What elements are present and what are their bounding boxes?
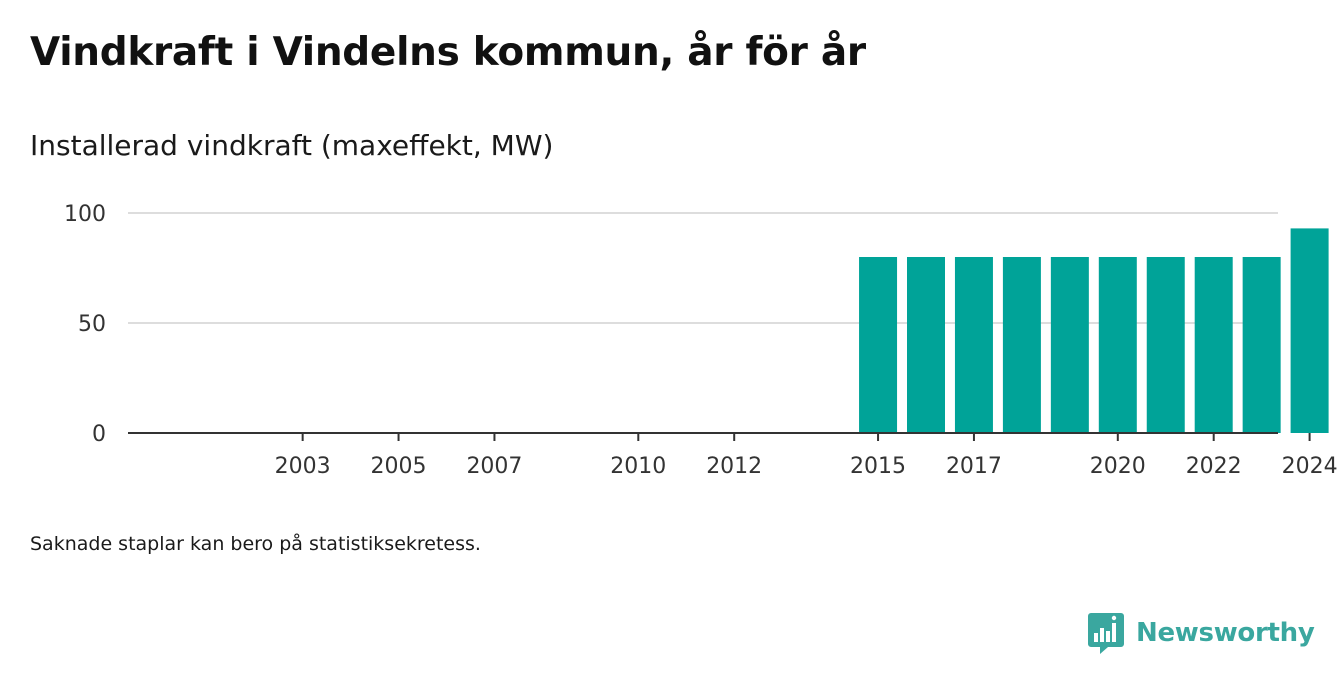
bar-2024: [1290, 228, 1329, 433]
bar-2015: [859, 257, 898, 433]
bar-2017: [954, 257, 993, 433]
x-tick-label-2007: 2007: [466, 454, 522, 479]
x-tick-label-2020: 2020: [1090, 454, 1146, 479]
x-tick-label-2010: 2010: [610, 454, 666, 479]
bar-2022: [1194, 257, 1233, 433]
x-tick-label-2012: 2012: [706, 454, 762, 479]
y-tick-label-50: 50: [78, 312, 106, 337]
chart-title: Vindkraft i Vindelns kommun, år för år: [30, 30, 866, 75]
chart-subtitle: Installerad vindkraft (maxeffekt, MW): [30, 129, 554, 162]
bar-2021: [1146, 257, 1185, 433]
axes: 0 50 100 2003 2005 2007 2010 2012 2015 2017 2020 20…: [64, 202, 1338, 479]
x-tick-label-2017: 2017: [946, 454, 1002, 479]
bar-chart: 0 50 100 2003 2005 2007 2010 2012 2015 2017 2020 20…: [64, 202, 1338, 479]
bar-2020: [1098, 257, 1137, 433]
newsworthy-logo-icon: [1088, 613, 1124, 654]
x-tick-label-2022: 2022: [1186, 454, 1242, 479]
x-tick-label-2015: 2015: [850, 454, 906, 479]
y-tick-label-0: 0: [92, 422, 106, 447]
y-tick-label-100: 100: [64, 202, 106, 227]
newsworthy-logo: Newsworthy: [1088, 611, 1315, 655]
bar-2023: [1242, 257, 1281, 433]
bars: [859, 228, 1329, 433]
x-tick-label-2005: 2005: [371, 454, 427, 479]
bar-2019: [1050, 257, 1089, 433]
bar-2016: [907, 257, 945, 433]
x-tick-label-2024: 2024: [1282, 454, 1338, 479]
footnote: Saknade staplar kan bero på statistiksek…: [30, 533, 481, 555]
x-tick-label-2003: 2003: [275, 454, 331, 479]
bar-2018: [1002, 257, 1041, 433]
brand-name: Newsworthy: [1136, 618, 1315, 648]
